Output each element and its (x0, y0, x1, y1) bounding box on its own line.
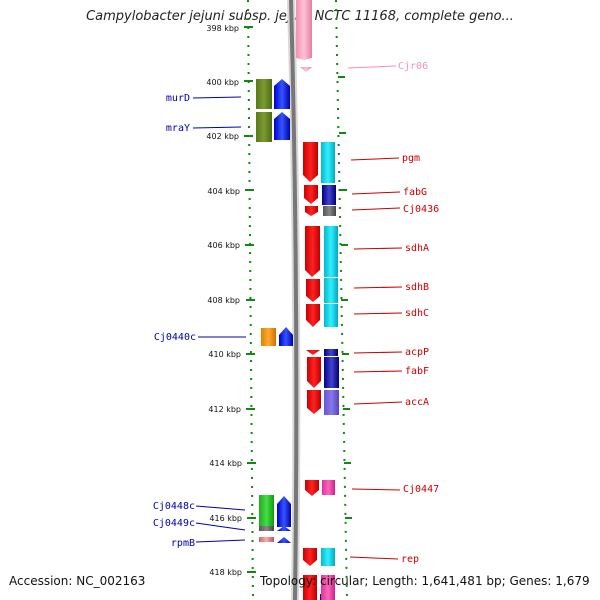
gene-label-text: fabG (403, 187, 427, 198)
gene-label-text: accA (405, 397, 429, 408)
gene-sdhB[interactable] (306, 278, 338, 303)
label-Cj0440c[interactable]: Cj0440c (154, 332, 246, 343)
gene-label-text: murD (166, 93, 190, 104)
gene-label-text: Cj0440c (154, 332, 196, 343)
scale-label: 408 kbp (207, 296, 240, 305)
scale-label: 400 kbp (206, 78, 239, 87)
gene-sdhA[interactable] (305, 226, 338, 277)
label-rep[interactable]: rep (349, 554, 419, 565)
gene-label-text: fabF (405, 366, 429, 377)
gene-Cj0447[interactable] (305, 480, 335, 496)
label-sdhC[interactable]: sdhC (353, 308, 429, 319)
gene-label-text: Cj0436 (403, 204, 439, 215)
accession-text: Accession: NC_002163 (9, 574, 146, 588)
scale-label: 402 kbp (206, 132, 239, 141)
gene-murD-mraY[interactable] (256, 79, 290, 142)
label-accA[interactable]: accA (353, 397, 429, 408)
gene-label-text: sdhA (405, 243, 429, 254)
gene-label-text: Cj0448c (153, 501, 195, 512)
scale-label: 412 kbp (208, 405, 241, 414)
label-Cj0448c[interactable]: Cj0448c (153, 501, 246, 512)
gene-rep[interactable] (303, 548, 335, 600)
gene-label-text: mraY (166, 123, 190, 134)
gene-Cj0449c[interactable] (277, 526, 291, 531)
scale-label: 416 kbp (209, 514, 242, 523)
label-sdhA[interactable]: sdhA (353, 243, 429, 254)
label-sdhB[interactable]: sdhB (353, 282, 429, 293)
label-pgm[interactable]: pgm (350, 153, 420, 164)
scale-ticks (244, 26, 352, 573)
gene-sdhC[interactable] (306, 304, 338, 327)
gene-pgm[interactable] (303, 142, 335, 183)
gene-Cj0440c[interactable] (261, 327, 293, 346)
gene-acpP[interactable] (306, 349, 338, 356)
gene-label-text: Cj0449c (153, 518, 195, 529)
gene-label-text: sdhC (405, 308, 429, 319)
scale-label: 410 kbp (208, 350, 241, 359)
gene-fabG[interactable] (304, 185, 336, 205)
label-Cjr06[interactable]: Cjr06 (347, 61, 428, 72)
label-mraY[interactable]: mraY (166, 123, 242, 134)
left-track (247, 0, 254, 600)
scale-label: 414 kbp (209, 459, 242, 468)
gene-fabF[interactable] (307, 357, 339, 388)
label-murD[interactable]: murD (166, 93, 242, 104)
gene-Cjr06[interactable] (296, 0, 312, 72)
gene-label-text: rep (401, 554, 419, 565)
scale-label: 404 kbp (207, 187, 240, 196)
gene-label-text: Cjr06 (398, 61, 428, 72)
gene-label-text: pgm (402, 153, 420, 164)
scale-label: 406 kbp (207, 241, 240, 250)
label-Cj0447[interactable]: Cj0447 (351, 484, 439, 495)
label-Cj0436[interactable]: Cj0436 (351, 204, 439, 215)
scale-label: 418 kbp (209, 568, 242, 577)
gene-Cj0448c[interactable] (259, 495, 291, 531)
label-fabF[interactable]: fabF (353, 366, 429, 377)
label-acpP[interactable]: acpP (353, 347, 429, 358)
label-fabG[interactable]: fabG (351, 187, 427, 198)
scale-label: 398 kbp (206, 24, 239, 33)
gene-label-text: acpP (405, 347, 429, 358)
gene-accA[interactable] (307, 390, 339, 415)
right-track (335, 0, 348, 600)
gene-label-text: sdhB (405, 282, 429, 293)
gene-label-text: rpmB (171, 538, 195, 549)
gene-rpmB[interactable] (259, 537, 291, 543)
label-rpmB[interactable]: rpmB (171, 538, 246, 549)
label-Cj0449c[interactable]: Cj0449c (153, 518, 246, 531)
gene-Cj0436[interactable] (305, 206, 336, 216)
genome-summary-text: Topology: circular; Length: 1,641,481 bp… (260, 574, 590, 588)
backbone-line (289, 0, 299, 600)
gene-label-text: Cj0447 (403, 484, 439, 495)
scale-labels: 398 kbp 400 kbp 402 kbp 404 kbp 406 kbp … (206, 24, 242, 577)
